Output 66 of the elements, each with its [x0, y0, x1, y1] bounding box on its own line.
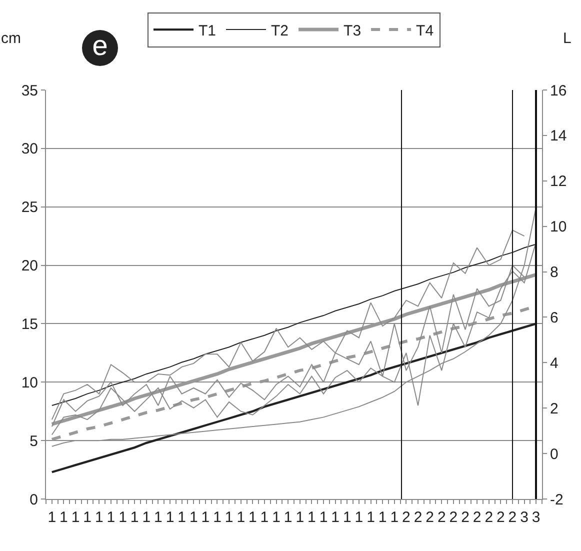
x-tick-label: 2 [484, 509, 494, 526]
legend-label: T2 [271, 22, 289, 40]
y-tick-label: 25 [21, 199, 38, 216]
x-tick-label: 1 [284, 509, 292, 526]
y2-axis-title: L [563, 30, 572, 47]
legend-label: T1 [198, 22, 216, 40]
x-tick-label: 3 [532, 509, 540, 526]
x-tick-label: 1 [378, 509, 387, 526]
x-tick-label: 1 [272, 509, 280, 526]
y2-tick-label: 6 [550, 309, 558, 326]
y2-tick-label: 16 [550, 82, 567, 100]
x-tick-label: 2 [414, 509, 422, 526]
x-tick-label: 1 [189, 509, 198, 526]
x-tick-label: 1 [319, 509, 328, 526]
legend-label: T3 [344, 22, 362, 40]
y-tick-label: 20 [21, 258, 38, 275]
y2-tick-label: 0 [550, 446, 558, 463]
x-tick-label: 1 [331, 509, 340, 526]
x-tick-label: 1 [83, 509, 92, 526]
y2-tick-label: 2 [550, 400, 558, 418]
x-tick-label: 1 [154, 509, 162, 526]
x-tick-label: 1 [390, 509, 399, 526]
y-tick-label: 10 [21, 374, 38, 392]
x-tick-label: 1 [71, 509, 80, 526]
legend-label: T4 [416, 22, 434, 40]
x-tick-label: 1 [60, 509, 68, 526]
y-tick-label: 15 [21, 316, 38, 333]
x-tick-label: 2 [437, 509, 446, 526]
y2-tick-label: 4 [550, 354, 558, 372]
y-tick-label: 35 [21, 82, 38, 100]
x-tick-label: 1 [236, 509, 246, 526]
x-tick-label: 1 [142, 509, 151, 526]
x-tick-label: 1 [130, 509, 139, 526]
x-tick-label: 1 [224, 509, 234, 526]
y2-tick-label: 10 [550, 218, 567, 236]
x-tick-label: 2 [402, 509, 410, 526]
y2-tick-label: -2 [550, 491, 564, 508]
x-tick-label: 2 [426, 509, 434, 526]
x-tick-label: 1 [260, 509, 269, 526]
x-tick-label: 2 [496, 509, 505, 526]
x-tick-label: 1 [178, 509, 186, 526]
x-tick-label: 1 [166, 509, 174, 526]
y2-tick-label: 14 [550, 128, 567, 145]
x-tick-label: 1 [354, 509, 364, 526]
x-tick-label: 1 [342, 509, 352, 526]
x-tick-label: 1 [296, 509, 304, 526]
x-tick-label: 2 [449, 509, 458, 526]
y2-tick-label: 12 [550, 173, 567, 190]
x-tick-label: 1 [213, 509, 222, 526]
x-tick-label: 3 [520, 509, 528, 526]
y-tick-label: 30 [21, 140, 38, 158]
x-tick-label: 1 [308, 509, 316, 526]
x-tick-label: 2 [461, 509, 470, 526]
x-tick-label: 2 [508, 509, 517, 526]
x-tick-label: 1 [94, 509, 104, 526]
y-axis-title: cm [1, 30, 21, 47]
y-tick-label: 5 [30, 432, 38, 450]
y2-tick-label: 8 [550, 264, 558, 282]
x-tick-label: 1 [48, 509, 56, 526]
x-tick-label: 1 [201, 509, 210, 526]
x-tick-label: 2 [472, 509, 482, 526]
y-tick-label: 0 [30, 491, 38, 508]
x-tick-label: 1 [366, 509, 375, 526]
x-tick-label: 1 [106, 509, 116, 526]
x-tick-label: 1 [248, 509, 257, 526]
x-tick-label: 1 [118, 509, 127, 526]
